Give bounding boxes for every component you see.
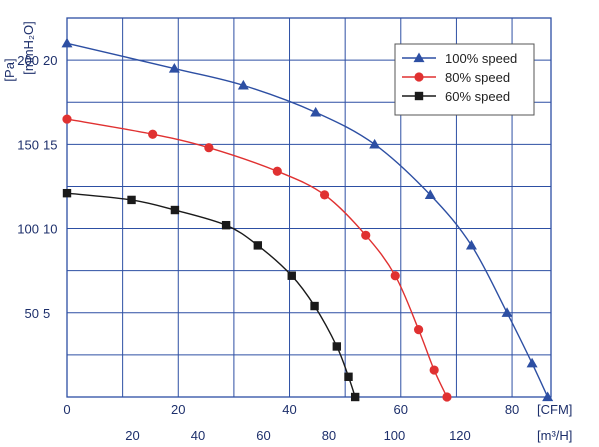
legend-marker: [413, 52, 425, 63]
legend-label: 100% speed: [445, 51, 517, 66]
data-point-circle: [204, 143, 214, 153]
legend-label: 80% speed: [445, 70, 510, 85]
y-tick-labels: 200 20 150 15 100 10 50 5: [17, 53, 57, 321]
series-line: [66, 118, 448, 398]
data-point-square: [344, 372, 353, 381]
data-point-circle: [148, 129, 158, 139]
x-tick-label-cfm: 40: [282, 402, 296, 417]
y-tick-label-mmh2o: 15: [43, 137, 57, 152]
data-point-square: [310, 301, 319, 311]
data-point-circle: [319, 190, 330, 200]
data-point-square: [127, 195, 136, 205]
data-point-triangle: [237, 79, 249, 90]
data-point-circle: [442, 392, 452, 402]
y-axis-unit-mmh2o: [mmH₂O]: [21, 21, 36, 74]
x-tick-label-cfm: 20: [171, 402, 185, 417]
data-point-triangle: [542, 391, 554, 402]
data-point-square: [62, 188, 72, 198]
x-tick-label-m3h: 80: [322, 428, 336, 443]
y-tick-label-mmh2o: 10: [43, 222, 57, 237]
data-point-triangle: [526, 357, 538, 368]
x-tick-label-m3h: 20: [125, 428, 139, 443]
y-tick-label-pa: 200: [17, 53, 39, 68]
data-point-triangle: [61, 37, 73, 48]
series-1: [62, 114, 452, 402]
data-point-triangle: [369, 138, 381, 149]
series-2: [62, 188, 360, 402]
plot-frame: [66, 17, 552, 398]
x-tick-label-m3h: 40: [191, 428, 205, 443]
data-point-square: [221, 220, 231, 230]
data-point-triangle: [465, 239, 477, 250]
data-point-square: [350, 392, 360, 402]
y-tick-label-mmh2o: 5: [43, 306, 50, 321]
x-tick-labels: 0 20 40 60 80 20 40 60 80 100 120: [63, 402, 519, 443]
data-point-circle: [429, 365, 439, 375]
data-point-square: [253, 241, 263, 250]
y-tick-label-pa: 50: [25, 306, 39, 321]
legend-item: 100% speed: [402, 51, 517, 66]
data-point-circle: [361, 230, 371, 240]
y-tick-label-pa: 150: [17, 137, 39, 152]
data-point-circle: [272, 166, 282, 176]
x-tick-label-m3h: 120: [449, 428, 471, 443]
data-point-circle: [413, 325, 424, 335]
x-tick-label-cfm: 0: [63, 402, 70, 417]
data-point-triangle: [501, 307, 513, 317]
x-tick-label-m3h: 60: [256, 428, 270, 443]
data-point-circle: [62, 114, 72, 124]
legend-label: 60% speed: [445, 89, 510, 104]
series-line: [66, 42, 549, 398]
series-line: [66, 192, 356, 398]
y-tick-label-mmh2o: 20: [43, 53, 57, 68]
y-axis-unit-pa: [Pa]: [2, 58, 17, 81]
y-tick-label-pa: 100: [17, 222, 39, 237]
legend-marker: [414, 72, 424, 82]
data-point-triangle: [168, 63, 180, 73]
legend-marker: [414, 91, 424, 101]
data-point-triangle: [310, 106, 322, 117]
legend-item: 60% speed: [402, 89, 510, 104]
legend-item: 80% speed: [402, 70, 510, 85]
legend: 100% speed 80% speed 60% speed: [394, 43, 535, 116]
x-tick-label-m3h: 100: [384, 428, 406, 443]
x-tick-label-cfm: 80: [505, 402, 519, 417]
x-axis-unit-m3h: [m³/H]: [537, 428, 572, 443]
data-point-square: [170, 205, 180, 215]
data-point-triangle: [424, 189, 436, 199]
data-point-square: [287, 271, 296, 280]
data-point-square: [332, 342, 342, 351]
x-tick-label-cfm: 60: [394, 402, 408, 417]
series-0: [61, 37, 554, 402]
data-point-circle: [390, 271, 400, 281]
series-layer: [61, 37, 554, 402]
x-axis-unit-cfm: [CFM]: [537, 402, 572, 417]
